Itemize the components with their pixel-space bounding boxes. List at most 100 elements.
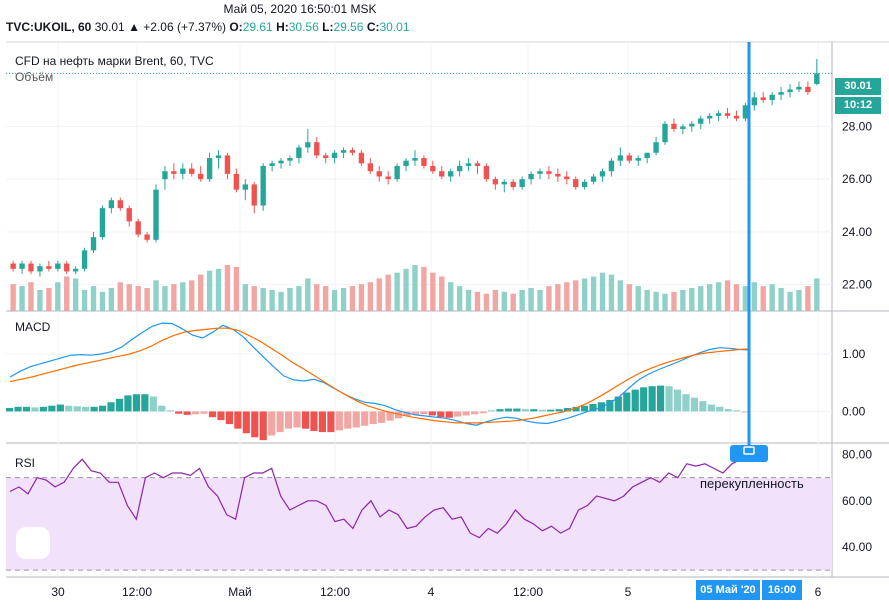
candle-body [555,173,561,177]
macd-histogram-bar [251,411,259,438]
volume-bar [376,278,382,311]
macd-histogram-bar [39,406,48,412]
candle-body [331,152,338,159]
volume-bar [19,286,25,311]
candle-body [617,155,624,161]
candle-body [99,208,106,238]
volume-bar [64,276,70,311]
volume-bar [81,289,88,311]
symbol-label[interactable]: TVC:UKOIL, 60 [6,20,92,34]
volume-bar [180,282,186,311]
candle-body [260,165,266,206]
low-value: 29.56 [333,20,364,34]
change-label: ▲ +2.06 (+7.37%) [128,20,226,34]
volume-bar [581,278,588,311]
volume-bar [251,286,257,311]
candle-body [537,171,543,174]
volume-bar [787,291,793,311]
macd-histogram-bar [479,411,487,414]
macd-histogram-bar [90,406,98,412]
volume-bar [439,276,445,311]
volume-bar [314,284,320,311]
volume-bar [394,272,400,311]
time-tick-label: 30 [51,585,65,599]
volume-bar [305,278,311,311]
macd-histogram-bar [31,407,39,412]
time-tick-label: 5 [625,585,632,599]
macd-histogram-bar [530,409,538,412]
overbought-annotation: перекупленность [700,476,804,491]
candle-body [608,160,615,172]
volume-bar [528,288,534,311]
candle-body [126,208,132,222]
candle-body [644,152,650,159]
macd-histogram-bar [454,411,462,417]
candle-body [680,126,686,130]
main-pane-title[interactable]: CFD на нефть марки Brent, 60, TVC [15,54,214,68]
volume-bar [465,289,472,311]
candle-body [367,163,374,172]
macd-tick-label: 1.00 [842,347,866,361]
candle-body [81,250,88,269]
macd-histogram-bar [82,406,90,412]
candle-body [778,92,784,95]
macd-histogram-bar [99,405,107,412]
candle-body [653,142,659,153]
macd-histogram-bar [724,409,732,412]
macd-histogram-bar [352,411,360,428]
cursor-date-tag: 05 Май '20 [696,580,760,600]
candle-body [581,181,588,188]
macd-title[interactable]: MACD [15,320,51,334]
volume-bar [760,286,766,311]
candle-body [10,263,16,269]
volume-bar [698,286,704,311]
macd-histogram-bar [234,411,242,429]
macd-histogram-bar [242,411,250,434]
volume-bar [456,286,463,311]
volume-bar [778,288,784,311]
macd-histogram-bar [6,407,14,412]
volume-bar [323,286,329,311]
macd-histogram-bar [741,411,749,413]
candle-body [492,179,499,185]
candle-body [456,165,463,172]
macd-histogram-bar [699,401,707,412]
open-label: O: [229,20,243,34]
candle-body [305,142,311,148]
high-label: H: [276,20,289,34]
volume-title[interactable]: Объём [15,70,54,84]
rsi-title[interactable]: RSI [15,456,36,470]
ohlc-legend: TVC:UKOIL, 60 30.01 ▲ +2.06 (+7.37%) O: 2… [6,20,410,34]
candle-body [296,147,302,159]
candle-body [796,86,802,90]
volume-bar [546,286,552,311]
candle-body [448,171,454,177]
macd-histogram-bar [521,409,529,412]
candle-body [28,263,34,272]
macd-histogram-bar [293,411,301,428]
volume-bar [99,291,106,311]
rsi-tick-label: 80.00 [842,448,872,462]
volume-bar [430,272,436,311]
candle-body [760,97,766,101]
macd-histogram-bar [555,409,563,412]
volume-bar [224,265,231,311]
macd-histogram-bar [538,409,546,412]
candle-body [394,165,400,180]
volume-bar [46,288,52,311]
volume-bar [162,286,168,311]
candle-body [814,73,820,84]
macd-histogram-bar [158,405,166,412]
close-value: 30.01 [379,20,410,34]
volume-bar [474,291,481,311]
candle-body [698,118,704,124]
time-tick-label: 12:00 [513,585,543,599]
macd-histogram-bar [513,408,521,412]
macd-histogram-bar [217,411,225,421]
volume-bar [260,288,266,311]
candle-body [287,158,293,161]
macd-histogram-bar [386,411,394,421]
candle-body [269,163,275,166]
candle-body [144,234,150,240]
